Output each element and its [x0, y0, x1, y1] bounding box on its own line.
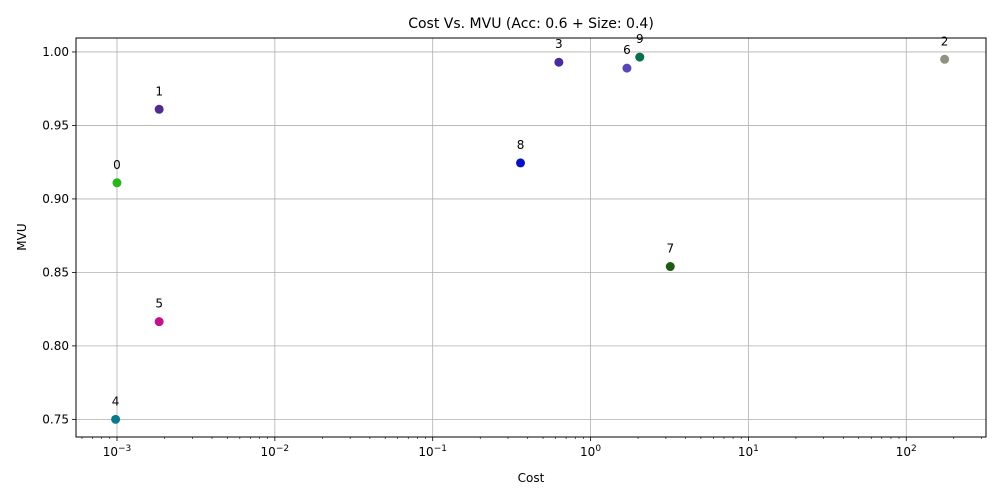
- data-point-9: [635, 52, 645, 62]
- point-label-1: 1: [155, 84, 163, 98]
- y-tick-label: 0.85: [42, 265, 69, 279]
- grid: [76, 38, 986, 437]
- x-tick-label: 10−1: [418, 444, 447, 459]
- data-point-6: [622, 63, 632, 73]
- y-tick-label: 0.90: [42, 192, 69, 206]
- axis-ticks: 10−3 10−2 10−1 100 101 102 0.75 0.80 0.85 0.90 0.9…: [42, 45, 982, 459]
- data-point-0: [112, 178, 122, 188]
- point-label-5: 5: [155, 297, 163, 311]
- chart-title: Cost Vs. MVU (Acc: 0.6 + Size: 0.4): [408, 16, 654, 32]
- data-point-1: [154, 104, 164, 114]
- point-label-6: 6: [623, 43, 631, 57]
- point-label-4: 4: [112, 394, 120, 408]
- data-point-3: [554, 57, 564, 67]
- x-axis-label: Cost: [518, 471, 545, 485]
- data-point-4: [111, 414, 121, 424]
- x-tick-label: 102: [896, 444, 917, 459]
- point-label-3: 3: [555, 37, 563, 51]
- point-label-8: 8: [517, 138, 525, 152]
- x-tick-label: 10−3: [103, 444, 132, 459]
- y-tick-label: 0.95: [42, 118, 69, 132]
- y-tick-label: 1.00: [42, 45, 69, 59]
- plot-frame: [75, 37, 987, 438]
- data-points: 0 1 2 3 4 5 6 7 8 9: [111, 32, 950, 424]
- point-label-2: 2: [941, 34, 949, 48]
- x-tick-label: 101: [738, 444, 759, 459]
- data-point-2: [940, 54, 950, 64]
- y-tick-label: 0.75: [42, 412, 69, 426]
- point-label-9: 9: [636, 32, 644, 46]
- x-tick-label: 10−2: [261, 444, 290, 459]
- data-point-7: [665, 262, 675, 272]
- point-label-0: 0: [113, 158, 121, 172]
- y-axis-label: MVU: [15, 223, 29, 250]
- data-point-8: [516, 158, 526, 168]
- x-tick-label: 100: [580, 444, 601, 459]
- data-point-5: [154, 317, 164, 327]
- y-tick-label: 0.80: [42, 339, 69, 353]
- point-label-7: 7: [666, 242, 674, 256]
